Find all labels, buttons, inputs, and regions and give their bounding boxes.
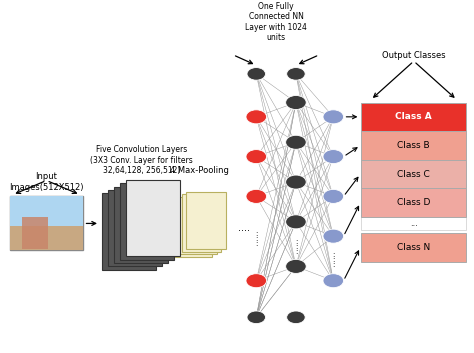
- Bar: [10, 221, 82, 251]
- Bar: [177, 197, 217, 254]
- Text: ....: ....: [237, 223, 250, 233]
- Circle shape: [323, 229, 344, 243]
- Circle shape: [286, 135, 306, 149]
- Bar: [10, 196, 82, 226]
- Text: Input
Images(512X512): Input Images(512X512): [9, 172, 84, 192]
- Text: Class D: Class D: [397, 198, 430, 207]
- Bar: [361, 189, 466, 217]
- Text: ...: ...: [410, 219, 418, 228]
- Text: Class C: Class C: [397, 169, 430, 179]
- Bar: [186, 192, 226, 249]
- Circle shape: [246, 110, 266, 124]
- Bar: [361, 160, 466, 189]
- Circle shape: [286, 259, 306, 273]
- Text: Class B: Class B: [398, 141, 430, 150]
- Text: One Fully
Connected NN
Layer with 1024
units: One Fully Connected NN Layer with 1024 u…: [245, 2, 307, 42]
- Circle shape: [246, 274, 266, 288]
- Bar: [22, 217, 47, 249]
- Circle shape: [287, 311, 305, 324]
- Bar: [172, 199, 212, 257]
- Circle shape: [323, 274, 344, 288]
- Bar: [114, 187, 168, 263]
- Bar: [361, 102, 466, 131]
- Circle shape: [323, 110, 344, 124]
- Circle shape: [287, 67, 305, 80]
- Bar: [120, 183, 174, 260]
- Bar: [102, 193, 156, 270]
- Text: :
:
:: : : :: [295, 239, 297, 255]
- Bar: [10, 196, 82, 251]
- Circle shape: [247, 311, 265, 324]
- Circle shape: [286, 96, 306, 109]
- Bar: [361, 131, 466, 160]
- Text: :
:
:: : : :: [255, 231, 257, 246]
- Bar: [361, 233, 466, 262]
- Text: Five Convolution Layers
(3X3 Conv. Layer for filters
32,64,128, 256,512): Five Convolution Layers (3X3 Conv. Layer…: [90, 145, 192, 175]
- Bar: [182, 195, 221, 252]
- Bar: [127, 180, 180, 256]
- Circle shape: [286, 175, 306, 189]
- Text: Class A: Class A: [395, 112, 432, 121]
- Circle shape: [323, 189, 344, 203]
- Circle shape: [246, 189, 266, 203]
- Text: Class N: Class N: [397, 243, 430, 252]
- Bar: [361, 215, 466, 230]
- Circle shape: [246, 150, 266, 163]
- Text: Output Classes: Output Classes: [382, 50, 446, 60]
- Text: :
:
:: : : :: [332, 252, 335, 268]
- Text: 4 Max-Pooling: 4 Max-Pooling: [170, 166, 228, 175]
- Bar: [108, 190, 162, 266]
- Circle shape: [323, 150, 344, 163]
- Circle shape: [286, 215, 306, 229]
- Circle shape: [247, 67, 265, 80]
